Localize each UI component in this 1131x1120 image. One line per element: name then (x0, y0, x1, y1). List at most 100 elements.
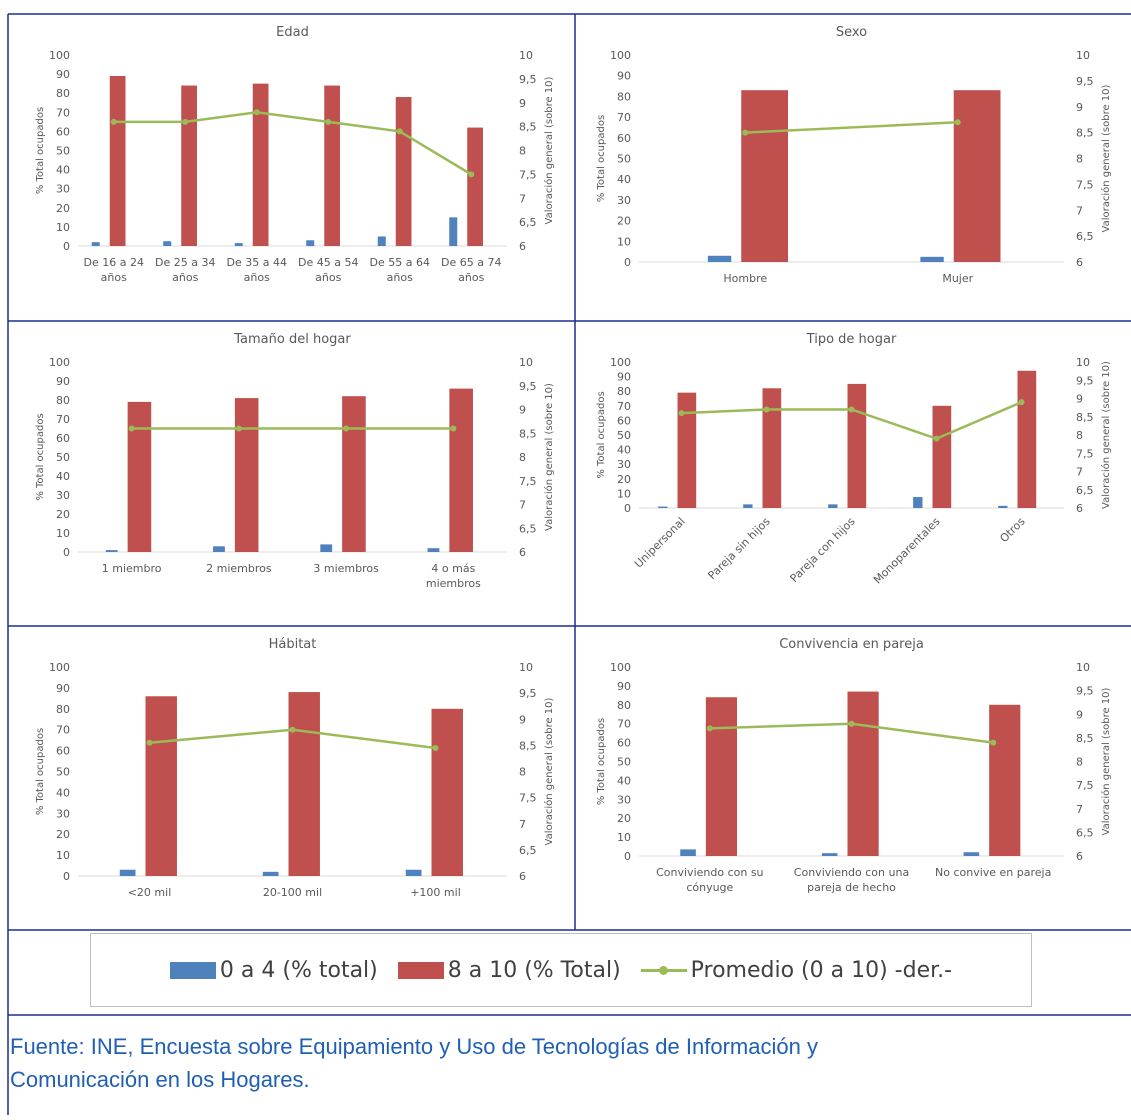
y2-tick-label: 10 (1076, 49, 1090, 62)
y-tick-label: 10 (56, 221, 70, 234)
y-tick-label: 10 (617, 487, 631, 500)
avg-point (848, 720, 855, 727)
y-tick-label: 30 (56, 183, 70, 196)
y-tick-label: 20 (617, 215, 631, 228)
x-tick-label: pareja de hecho (807, 881, 896, 894)
bar-high (234, 398, 259, 552)
x-tick-label: Pareja sin hijos (705, 515, 772, 582)
bar-low (449, 217, 458, 246)
y2-tick-label: 7 (519, 192, 526, 205)
y-axis-label: % Total ocupados (35, 728, 46, 815)
bar-low (213, 546, 225, 552)
chart-panel-edad: Edad 0 10 20 30 40 50 60 70 80 90 100 6 6,5 7 7,5 8 8,5 9 9… (35, 25, 555, 284)
bar-low (405, 869, 422, 876)
avg-point (128, 425, 135, 432)
legend-swatch-low (169, 961, 216, 979)
chart-panel-convivencia: Convivencia en pareja 0 10 20 30 40 50 60 70 80 90… (596, 637, 1112, 894)
avg-point (706, 725, 713, 732)
y-tick-label: 60 (56, 432, 70, 445)
y2-axis-label: Valoración general (sobre 10) (1100, 84, 1112, 232)
y2-tick-label: 8,5 (519, 739, 537, 752)
y2-tick-label: 10 (519, 661, 533, 674)
y2-tick-label: 8 (1076, 756, 1083, 769)
y2-tick-label: 7 (519, 499, 526, 512)
bar-low (913, 497, 923, 508)
bar-high (145, 696, 177, 876)
y-axis-label: % Total ocupados (596, 115, 607, 202)
y-tick-label: 80 (617, 699, 631, 712)
x-tick-label: 4 o más (431, 562, 475, 575)
y2-tick-label: 9 (519, 404, 526, 417)
bar-low (743, 504, 753, 508)
bar-high (395, 97, 412, 247)
y2-tick-label: 9,5 (519, 73, 537, 86)
y-tick-label: 40 (56, 470, 70, 483)
bar-high (932, 405, 952, 508)
y2-axis-label: Valoración general (sobre 10) (1100, 361, 1112, 509)
chart-panel-tamano-hogar: Tamaño del hogar 0 10 20 30 40 50 60 70 80 90 100 6 6… (35, 332, 555, 590)
bar-high (847, 691, 879, 856)
y2-tick-label: 6,5 (519, 522, 537, 535)
y-tick-label: 20 (56, 508, 70, 521)
y2-tick-label: 9,5 (1076, 374, 1094, 387)
avg-point (289, 726, 296, 733)
bar-high (953, 90, 1001, 262)
x-tick-label: años (387, 271, 413, 284)
y-tick-label: 100 (610, 356, 631, 369)
y2-tick-label: 8,5 (1076, 411, 1094, 424)
avg-point (933, 435, 940, 442)
y-tick-label: 30 (56, 807, 70, 820)
y2-tick-label: 10 (519, 49, 533, 62)
x-tick-label: Otros (997, 515, 1027, 545)
chart-title: Sexo (836, 25, 867, 40)
bar-high (847, 383, 867, 508)
y-tick-label: 100 (610, 661, 631, 674)
y-tick-label: 80 (617, 385, 631, 398)
avg-point (742, 129, 749, 136)
avg-point (396, 128, 403, 135)
bar-high (252, 83, 269, 247)
y2-tick-label: 6,5 (1076, 484, 1094, 497)
y2-tick-label: 10 (1076, 661, 1090, 674)
x-tick-label: Pareja con hijos (788, 515, 858, 585)
y-tick-label: 50 (56, 145, 70, 158)
y-tick-label: 90 (617, 70, 631, 83)
bar-low (828, 504, 838, 508)
y-tick-label: 50 (56, 766, 70, 779)
y-tick-label: 20 (56, 828, 70, 841)
y-tick-label: 0 (63, 546, 70, 559)
x-tick-label: De 16 a 24 (84, 256, 144, 269)
y-tick-label: 100 (49, 661, 70, 674)
y-tick-label: 50 (617, 153, 631, 166)
y-tick-label: 0 (624, 850, 631, 863)
avg-point (432, 744, 439, 751)
y-axis-label: % Total ocupados (596, 391, 607, 478)
y2-tick-label: 8,5 (1076, 732, 1094, 745)
y2-tick-label: 6,5 (519, 216, 537, 229)
y2-tick-label: 9,5 (519, 687, 537, 700)
y2-tick-label: 7,5 (519, 168, 537, 181)
y-tick-label: 50 (617, 756, 631, 769)
y-axis-label: % Total ocupados (596, 718, 607, 805)
y-tick-label: 80 (617, 90, 631, 103)
x-tick-label: De 45 a 54 (298, 256, 358, 269)
chart-legend: 0 a 4 (% total) 8 a 10 (% Total) Promedi… (90, 933, 1032, 1007)
y2-tick-label: 7 (519, 818, 526, 831)
y2-tick-label: 8 (1076, 153, 1083, 166)
y2-tick-label: 9 (1076, 101, 1083, 114)
avg-point (325, 118, 332, 125)
y-tick-label: 60 (617, 414, 631, 427)
bar-high (127, 401, 152, 552)
legend-item-low: 0 a 4 (% total) (169, 958, 378, 983)
y-tick-label: 70 (56, 413, 70, 426)
bar-low (427, 548, 440, 552)
y-tick-label: 20 (56, 202, 70, 215)
avg-point (990, 739, 997, 746)
y2-tick-label: 7 (1076, 466, 1083, 479)
bar-high (431, 708, 463, 876)
bar-low (658, 506, 668, 508)
y-tick-label: 10 (56, 527, 70, 540)
bar-high (467, 127, 483, 246)
y-tick-label: 10 (617, 831, 631, 844)
